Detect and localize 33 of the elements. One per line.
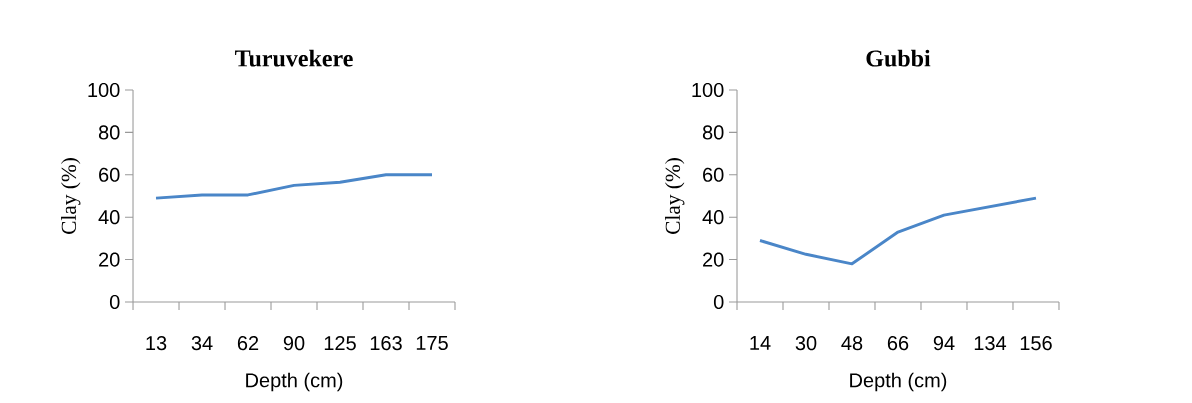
- y-tick-label: 80: [702, 125, 724, 140]
- x-tick-label: 48: [841, 336, 863, 351]
- x-axis-title: Depth (cm): [850, 372, 947, 392]
- x-tick-label: 125: [324, 336, 356, 351]
- y-tick-label: 40: [702, 210, 724, 225]
- x-tick-label: 156: [1020, 336, 1052, 351]
- x-tick-label: 94: [933, 336, 955, 351]
- y-tick-label: 80: [98, 125, 120, 140]
- x-tick-label: 62: [237, 336, 259, 351]
- y-tick-label: 60: [703, 167, 724, 182]
- x-tick-label: 66: [887, 336, 909, 351]
- y-axis-title: Clay (%): [665, 158, 685, 234]
- y-tick-label: 20: [99, 252, 120, 267]
- x-tick-label: 163: [370, 336, 402, 351]
- y-tick-label: 100: [88, 82, 120, 98]
- y-tick-label: 0: [109, 294, 120, 310]
- line-series: [154, 173, 434, 200]
- x-tick-label: 175: [416, 336, 448, 350]
- x-axis-title: Depth (cm): [246, 372, 343, 392]
- x-tick-label: 13: [146, 336, 167, 351]
- x-tick-label: 34: [191, 336, 213, 351]
- y-tick-label: 40: [98, 210, 120, 225]
- chart-title: Gubbi: [866, 49, 931, 67]
- y-tick-label: 60: [99, 167, 120, 182]
- x-tick-label: 90: [283, 336, 305, 351]
- y-tick-label: 20: [703, 252, 724, 267]
- x-tick-label: 30: [795, 336, 817, 351]
- y-axis-title: Clay (%): [61, 158, 81, 234]
- x-tick-label: 134: [974, 336, 1007, 351]
- chart-title: Turuvekere: [235, 49, 353, 67]
- y-tick-label: 0: [713, 294, 724, 310]
- y-tick-label: 100: [692, 82, 724, 98]
- x-tick-label: 14: [750, 336, 771, 350]
